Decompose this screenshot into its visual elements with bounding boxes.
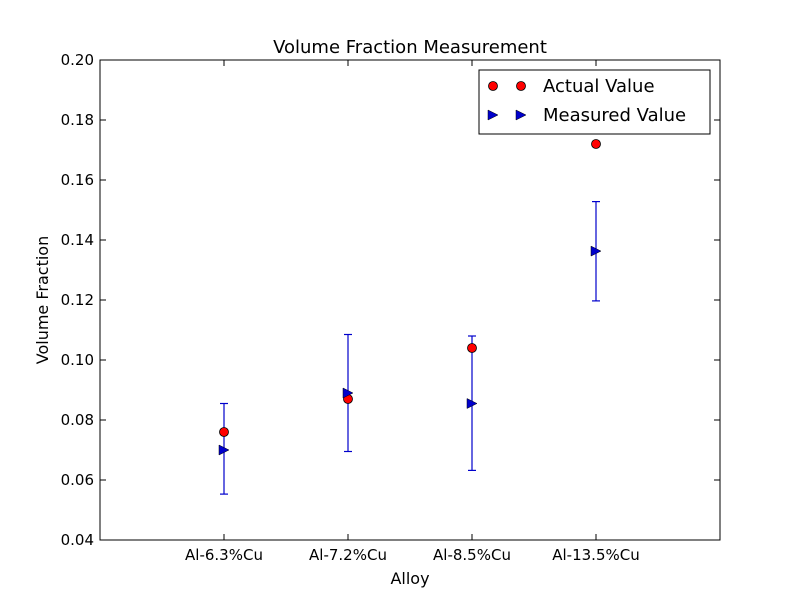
legend-marker-actual-value	[488, 81, 498, 91]
legend: Actual Value Measured Value	[478, 69, 711, 135]
legend-label-actual-value: Actual Value	[543, 76, 655, 97]
y-tick-label: 0.18	[61, 111, 94, 129]
x-tick-label: Al-6.3%Cu	[185, 546, 263, 564]
measured-value-point	[218, 444, 230, 456]
x-tick-label: Al-8.5%Cu	[433, 546, 511, 564]
measured-value-point	[590, 245, 602, 257]
y-tick-label: 0.12	[61, 291, 94, 309]
legend-marker-actual-value	[516, 81, 526, 91]
y-axis-label: Volume Fraction	[33, 236, 52, 364]
plot-area: 0.04 0.06 0.08 0.10 0.12 0.14 0.16 0.18 0.20 Al-6…	[61, 51, 721, 564]
y-tick-label: 0.20	[61, 51, 94, 69]
x-tick-label: Al-7.2%Cu	[309, 546, 387, 564]
y-tick-label: 0.06	[61, 471, 94, 489]
chart-title: Volume Fraction Measurement	[273, 37, 547, 58]
measured-value-point	[342, 387, 354, 399]
actual-value-point	[591, 139, 601, 149]
actual-value-point	[219, 427, 229, 437]
y-tick-label: 0.10	[61, 351, 94, 369]
legend-label-measured-value: Measured Value	[543, 105, 686, 126]
legend-marker-measured-value	[487, 109, 499, 121]
x-tick-label: Al-13.5%Cu	[552, 546, 639, 564]
legend-box	[478, 69, 711, 135]
legend-marker-measured-value	[515, 109, 527, 121]
actual-value-point	[467, 343, 477, 353]
measured-value-point	[466, 398, 478, 409]
x-axis-label: Alloy	[390, 569, 429, 588]
y-tick-label: 0.04	[61, 531, 94, 549]
y-tick-label: 0.16	[61, 171, 94, 189]
y-tick-label: 0.14	[61, 231, 94, 249]
y-tick-label: 0.08	[61, 411, 94, 429]
